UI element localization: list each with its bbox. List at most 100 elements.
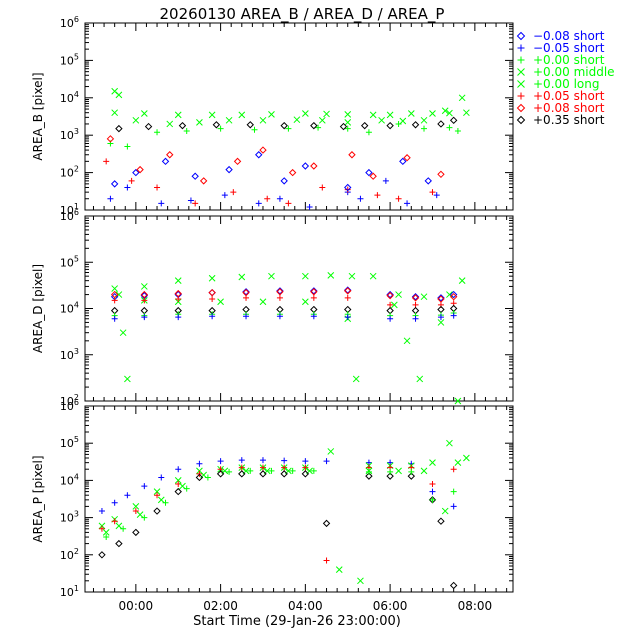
data-point	[365, 459, 372, 466]
data-point	[216, 470, 225, 478]
y-tick-label: 106	[60, 398, 79, 413]
data-point	[344, 294, 351, 301]
data-point	[344, 125, 351, 132]
data-point	[386, 472, 394, 480]
data-point	[158, 200, 165, 207]
data-point	[386, 121, 394, 130]
legend-marker	[517, 68, 525, 76]
y-tick-label: 105	[60, 435, 79, 450]
data-point	[458, 94, 466, 102]
data-point	[166, 120, 174, 128]
data-point	[424, 177, 432, 185]
data-point	[166, 151, 174, 159]
data-point	[280, 121, 288, 130]
legend-entry: −0.08 short	[533, 29, 605, 43]
data-point	[144, 122, 153, 131]
data-point	[301, 470, 310, 478]
data-point	[242, 288, 250, 296]
data-point	[412, 301, 419, 308]
data-point	[174, 277, 182, 285]
data-point	[310, 288, 318, 296]
data-point	[323, 110, 330, 118]
data-point	[302, 458, 309, 465]
y-tick-label: 102	[60, 547, 79, 562]
data-point	[175, 296, 182, 303]
panel-3-frame	[84, 405, 514, 593]
data-point	[238, 470, 246, 478]
data-point	[446, 439, 453, 447]
data-point	[387, 468, 394, 475]
data-point	[344, 183, 352, 192]
data-point	[411, 121, 420, 129]
data-point	[344, 287, 352, 295]
data-point	[302, 464, 309, 471]
data-point	[226, 468, 233, 475]
data-point	[369, 272, 377, 280]
data-point	[433, 192, 440, 199]
data-point	[319, 184, 326, 191]
data-point	[357, 195, 364, 202]
data-point	[285, 200, 292, 207]
data-point	[365, 472, 373, 480]
data-point	[408, 468, 415, 475]
data-point	[111, 518, 118, 525]
data-point	[217, 298, 224, 306]
legend-entry: +0.08 short	[533, 101, 605, 115]
data-point	[106, 135, 115, 143]
data-point	[115, 91, 123, 99]
data-point	[429, 496, 436, 503]
data-point	[411, 292, 420, 301]
data-point	[280, 177, 288, 185]
data-point	[243, 313, 250, 320]
data-point	[276, 288, 284, 296]
data-point	[120, 525, 127, 532]
data-point	[183, 485, 190, 492]
data-point	[302, 272, 309, 280]
data-point	[158, 474, 165, 481]
data-point	[175, 466, 182, 473]
data-point	[387, 315, 394, 322]
data-point	[450, 466, 457, 473]
data-point	[288, 168, 297, 177]
data-point	[449, 581, 458, 590]
data-point	[268, 272, 275, 280]
data-point	[450, 503, 457, 510]
data-point	[132, 168, 140, 177]
data-point	[327, 272, 335, 279]
y-tick-label: 103	[60, 127, 79, 142]
data-point	[208, 288, 216, 297]
data-point	[449, 292, 458, 301]
data-point	[199, 177, 208, 185]
data-point	[154, 129, 161, 136]
data-point	[458, 277, 466, 285]
data-point	[157, 496, 165, 504]
data-point	[141, 514, 148, 521]
legend-entry: +0.00 long	[533, 77, 600, 91]
data-point	[191, 172, 199, 180]
data-point	[335, 566, 343, 573]
data-point	[110, 180, 119, 188]
data-point	[429, 459, 436, 467]
y-axis-label-panel-3: AREA_P [pixel]	[31, 455, 45, 542]
data-point	[344, 111, 352, 118]
data-point	[348, 272, 356, 280]
panel-1-frame	[84, 22, 514, 211]
data-point	[217, 125, 224, 132]
data-point	[281, 457, 288, 464]
data-point	[192, 200, 199, 207]
data-point	[98, 508, 105, 515]
data-point	[124, 143, 131, 150]
data-point	[454, 459, 462, 467]
data-point	[208, 111, 216, 119]
data-point	[136, 511, 144, 519]
data-point	[281, 464, 288, 471]
data-point	[132, 528, 140, 537]
data-point	[387, 301, 394, 308]
data-point	[344, 186, 351, 193]
data-point	[285, 125, 292, 132]
data-point	[195, 473, 204, 482]
data-point	[175, 314, 182, 321]
legend-marker	[517, 92, 525, 100]
y-axis-label-panel-2: AREA_D [pixel]	[31, 264, 45, 353]
y-axis-label-panel-1: AREA_B [pixel]	[31, 72, 45, 160]
